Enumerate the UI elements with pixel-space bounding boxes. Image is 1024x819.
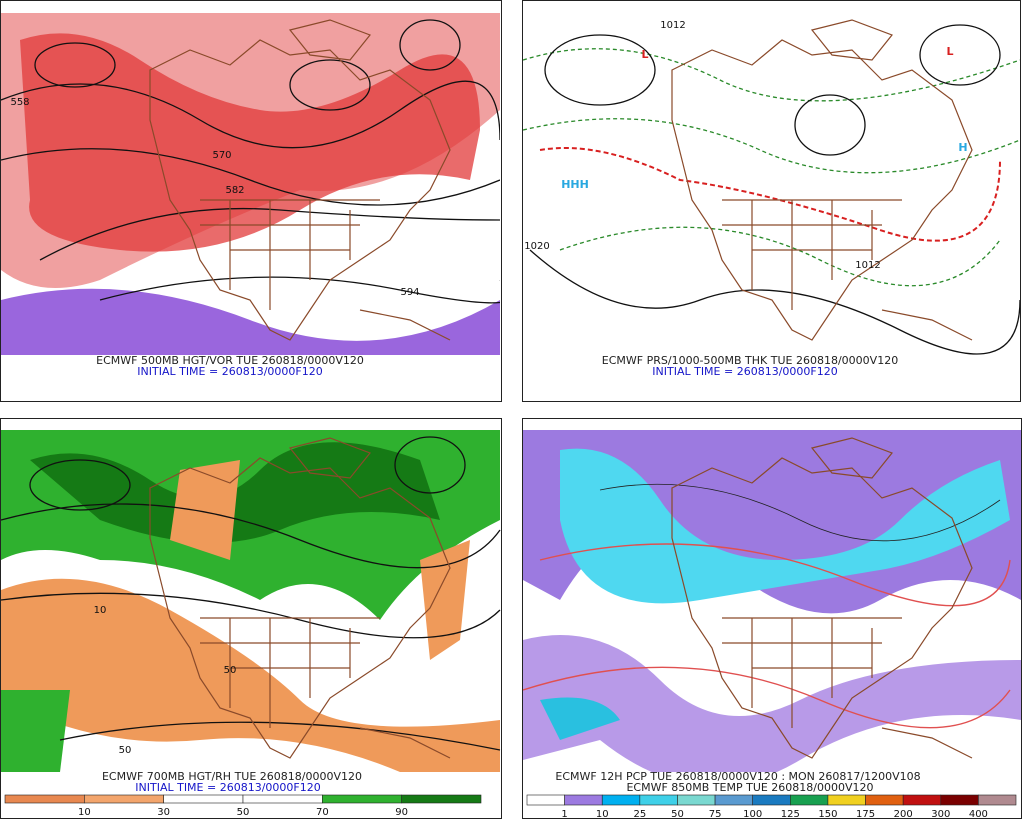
initial-time: INITIAL TIME = 260813/0000F120 [137, 365, 322, 378]
map [523, 430, 1021, 772]
contour-label: 10 [94, 605, 107, 616]
colorbar-label: 50 [237, 807, 250, 818]
colorbar: 1 10 25 50 75 100 125 150 175 200 300 400 [526, 794, 1017, 819]
colorbar-label: 70 [316, 807, 329, 818]
caption: ECMWF PRS/1000-500MB THK TUE 260818/0000… [602, 354, 898, 367]
colorbar-swatch [4, 794, 85, 804]
colorbar-label: 90 [395, 807, 408, 818]
colorbar-swatch [242, 794, 323, 804]
contour-label: 558 [10, 97, 29, 108]
panel-700mb: 10 50 50 ECMWF 700MB HGT/RH TUE 260818/0… [0, 418, 502, 819]
colorbar-swatch [902, 794, 942, 806]
initial-time: INITIAL TIME = 260813/0000F120 [135, 781, 320, 794]
colorbar-label: 50 [671, 809, 684, 819]
colorbar-swatch [714, 794, 753, 806]
colorbar-label: 175 [856, 809, 875, 819]
contour-label: 50 [224, 665, 237, 676]
map [1, 430, 501, 772]
colorbar-label: 300 [931, 809, 950, 819]
colorbar-swatch [752, 794, 791, 806]
contour-label: 582 [225, 185, 244, 196]
low-label: L [641, 48, 648, 61]
contour-label: 594 [400, 287, 419, 298]
colorbar-swatch [526, 794, 565, 806]
contour-label: 1020 [524, 241, 549, 252]
caption: ECMWF 500MB HGT/VOR TUE 260818/0000V120 [96, 354, 364, 367]
colorbar-swatch [601, 794, 641, 806]
colorbar-swatch [827, 794, 866, 806]
colorbar-label: 200 [894, 809, 913, 819]
colorbar-swatch [322, 794, 402, 804]
colorbar-label: 1 [561, 809, 567, 819]
colorbar-label: 100 [743, 809, 762, 819]
colorbar: 10 30 50 70 90 [4, 794, 482, 818]
colorbar-swatch [163, 794, 244, 804]
map [523, 19, 1020, 355]
colorbar-swatch [401, 794, 482, 804]
colorbar-label: 125 [781, 809, 800, 819]
contour-label: 1012 [660, 20, 685, 31]
colorbar-label: 400 [969, 809, 988, 819]
colorbar-swatch [940, 794, 979, 806]
contour-label: 1012 [855, 260, 880, 271]
high-label: H [958, 141, 967, 154]
caption: ECMWF 700MB HGT/RH TUE 260818/0000V120 [102, 770, 362, 783]
colorbar-swatch [865, 794, 904, 806]
colorbar-label: 75 [709, 809, 722, 819]
colorbar-label: 150 [818, 809, 837, 819]
colorbar-label: 30 [157, 807, 170, 818]
caption: ECMWF 12H PCP TUE 260818/0000V120 : MON … [555, 770, 920, 783]
colorbar-label: 25 [633, 809, 646, 819]
low-label: L [946, 45, 953, 58]
initial-time: INITIAL TIME = 260813/0000F120 [652, 365, 837, 378]
map [1, 13, 500, 355]
high-label: HHH [561, 178, 589, 191]
colorbar-swatch [790, 794, 829, 806]
colorbar-swatch [978, 794, 1017, 806]
panel-precip: ECMWF 12H PCP TUE 260818/0000V120 : MON … [522, 418, 1022, 819]
colorbar-label: 10 [596, 809, 609, 819]
caption-secondary: ECMWF 850MB TEMP TUE 260818/0000V120 [626, 781, 873, 794]
panel-pressure: L L HHH H 1012 1020 1012 ECMWF PRS/1000-… [522, 0, 1021, 402]
colorbar-swatch [84, 794, 164, 804]
colorbar-swatch [677, 794, 716, 806]
contour-label: 50 [119, 745, 132, 756]
contour-label: 570 [212, 150, 231, 161]
colorbar-label: 10 [78, 807, 91, 818]
colorbar-swatch [564, 794, 603, 806]
colorbar-swatch [639, 794, 678, 806]
panel-500mb: 558 570 582 594 ECMWF 500MB HGT/VOR TUE … [0, 0, 502, 402]
